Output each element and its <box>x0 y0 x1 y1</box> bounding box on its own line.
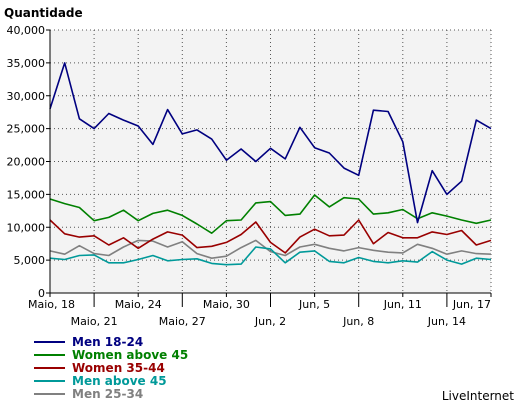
legend-label: Men above 45 <box>72 374 167 388</box>
x-tick-label: Maio, 21 <box>71 315 118 328</box>
series-line <box>49 219 492 254</box>
legend-label: Women above 45 <box>72 348 188 362</box>
y-tick-label: 20,000 <box>7 156 46 169</box>
y-tick-label: 0 <box>38 287 45 300</box>
series-layer <box>49 62 492 266</box>
y-tick-label: 10,000 <box>7 221 46 234</box>
x-tick-label: Maio, 24 <box>115 298 162 311</box>
y-tick-labels: 0 5,000 10,000 15,000 20,000 25,000 30,000 35,0… <box>7 24 50 300</box>
x-tick-label: Jun, 11 <box>383 298 422 311</box>
legend-label: Women 35-44 <box>72 361 165 375</box>
y-axis-title: Quantidade <box>4 6 83 20</box>
x-tick-label: Jun, 8 <box>342 315 374 328</box>
x-tick-labels: Maio, 18 Maio, 21 Maio, 24 Maio, 27 Maio, 30… <box>28 293 492 328</box>
legend-label: Men 25-34 <box>72 387 143 401</box>
x-tick-label: Jun, 5 <box>298 298 330 311</box>
y-tick-label: 25,000 <box>7 123 46 136</box>
grid-lines <box>50 29 492 293</box>
x-tick-label: Maio, 18 <box>28 298 75 311</box>
liveinternet-watermark: LiveInternet <box>442 389 514 403</box>
legend-label: Men 18-24 <box>72 335 143 349</box>
series-line <box>49 246 492 266</box>
series-line <box>49 239 492 260</box>
x-tick-label: Maio, 27 <box>159 315 206 328</box>
x-tick-label: Jun, 14 <box>427 315 466 328</box>
x-tick-label: Jun, 17 <box>452 298 491 311</box>
y-tick-label: 30,000 <box>7 90 46 103</box>
y-tick-label: 15,000 <box>7 188 46 201</box>
x-tick-label: Jun, 2 <box>254 315 286 328</box>
y-tick-label: 35,000 <box>7 57 46 70</box>
x-tick-label: Maio, 30 <box>203 298 250 311</box>
y-tick-label: 5,000 <box>14 254 46 267</box>
y-tick-label: 40,000 <box>7 24 46 37</box>
series-line <box>49 62 492 224</box>
